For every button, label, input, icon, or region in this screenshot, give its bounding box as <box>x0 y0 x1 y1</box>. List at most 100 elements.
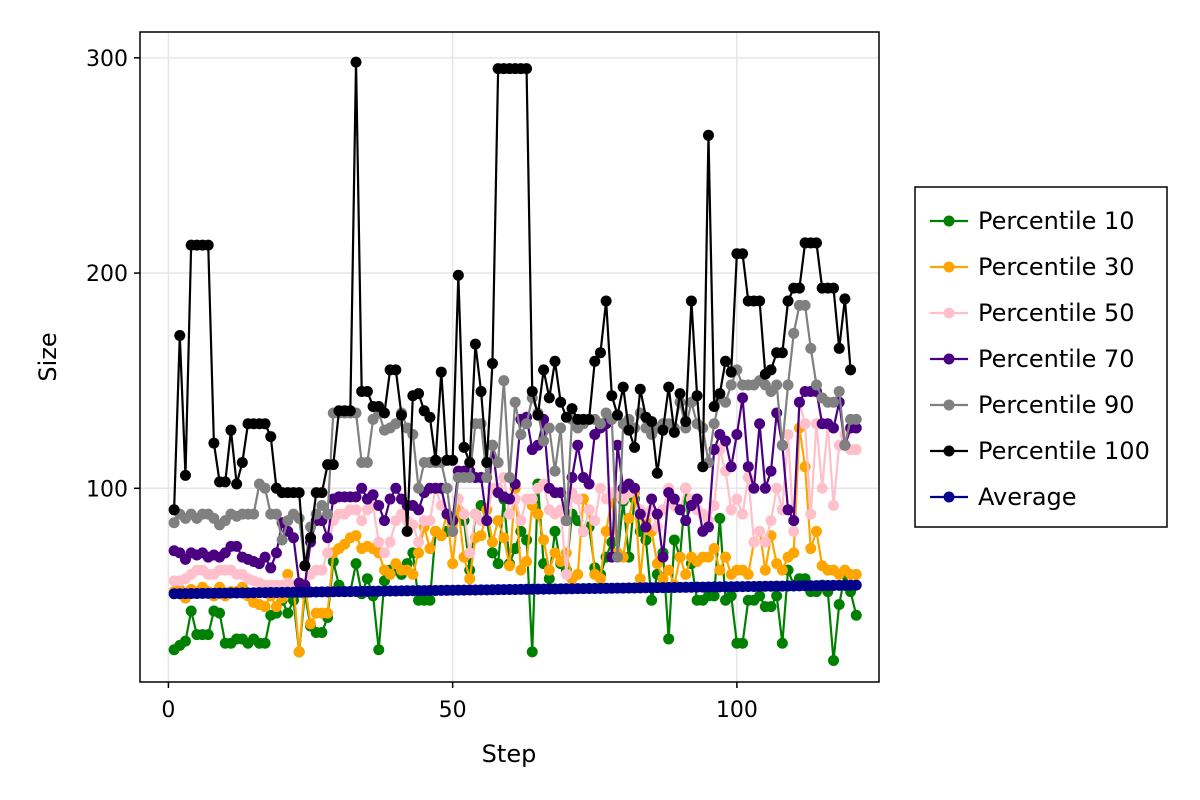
legend: Percentile 10 Percentile 30 Percentile 50 P… <box>914 186 1168 528</box>
data-point-percentile-50 <box>651 521 663 533</box>
data-point-percentile-50 <box>526 493 538 505</box>
data-point-percentile-90 <box>549 465 561 477</box>
data-point-percentile-70 <box>629 482 641 494</box>
data-point-percentile-100 <box>697 461 709 473</box>
data-point-percentile-30 <box>805 543 817 555</box>
data-point-percentile-100 <box>793 282 805 294</box>
data-point-percentile-100 <box>401 525 413 537</box>
data-point-percentile-10 <box>543 573 555 585</box>
data-point-percentile-50 <box>754 525 766 537</box>
data-point-percentile-100 <box>680 416 692 428</box>
data-point-percentile-100 <box>447 454 459 466</box>
data-point-percentile-90 <box>316 500 328 512</box>
data-point-percentile-30 <box>572 568 584 580</box>
data-point-percentile-30 <box>475 530 487 542</box>
data-point-percentile-70 <box>668 493 680 505</box>
data-point-percentile-100 <box>651 467 663 479</box>
legend-label-percentile-50: Percentile 50 <box>978 299 1135 327</box>
data-point-percentile-10 <box>316 627 328 638</box>
data-point-percentile-90 <box>708 418 720 430</box>
data-point-percentile-70 <box>850 422 862 434</box>
data-point-percentile-90 <box>276 534 288 546</box>
data-point-percentile-100 <box>458 441 470 453</box>
data-point-percentile-90 <box>776 439 788 451</box>
data-point-percentile-30 <box>492 515 504 527</box>
data-point-percentile-100 <box>305 532 317 544</box>
data-point-percentile-100 <box>782 295 794 307</box>
data-point-percentile-10 <box>668 534 680 546</box>
data-point-percentile-100 <box>839 293 851 305</box>
data-point-percentile-70 <box>828 422 840 434</box>
data-point-percentile-70 <box>793 396 805 408</box>
legend-marker-percentile-90 <box>943 399 955 411</box>
data-point-percentile-70 <box>612 439 624 451</box>
data-point-percentile-10 <box>526 646 538 658</box>
data-point-percentile-100 <box>543 392 555 404</box>
data-point-percentile-50 <box>378 547 390 559</box>
data-point-percentile-100 <box>538 364 550 376</box>
data-point-percentile-70 <box>634 508 646 520</box>
series-average <box>168 579 862 600</box>
data-point-percentile-50 <box>589 515 601 527</box>
legend-label-percentile-70: Percentile 70 <box>978 345 1135 373</box>
data-point-percentile-50 <box>424 515 436 527</box>
data-point-percentile-10 <box>521 534 533 546</box>
data-point-percentile-50 <box>560 568 572 580</box>
data-point-percentile-50 <box>464 547 476 559</box>
data-point-percentile-100 <box>589 355 601 367</box>
data-point-percentile-10 <box>350 558 362 570</box>
data-point-percentile-70 <box>373 500 385 512</box>
data-point-percentile-50 <box>737 508 749 520</box>
data-point-percentile-90 <box>270 508 282 520</box>
data-point-percentile-50 <box>748 536 760 548</box>
data-point-percentile-100 <box>464 456 476 468</box>
data-point-percentile-100 <box>629 441 641 453</box>
data-point-percentile-70 <box>265 562 277 574</box>
data-point-percentile-50 <box>805 508 817 520</box>
y-tick-label: 200 <box>86 262 128 287</box>
data-point-percentile-70 <box>583 478 595 490</box>
data-point-percentile-90 <box>788 327 800 339</box>
data-point-percentile-30 <box>560 547 572 559</box>
data-point-percentile-100 <box>390 364 402 376</box>
data-point-percentile-100 <box>566 403 578 415</box>
data-point-percentile-100 <box>720 355 732 367</box>
data-point-percentile-10 <box>185 605 197 617</box>
data-point-percentile-10 <box>850 609 862 621</box>
data-point-percentile-30 <box>600 525 612 537</box>
data-point-percentile-30 <box>350 530 362 542</box>
data-point-percentile-70 <box>356 482 368 494</box>
data-point-percentile-100 <box>606 390 618 402</box>
data-point-percentile-100 <box>691 390 703 402</box>
data-point-percentile-30 <box>663 564 675 576</box>
legend-label-average: Average <box>978 483 1077 511</box>
data-point-percentile-30 <box>850 568 862 580</box>
data-point-percentile-90 <box>543 422 555 434</box>
data-point-percentile-50 <box>725 504 737 516</box>
data-point-percentile-30 <box>407 568 419 580</box>
data-point-percentile-50 <box>373 536 385 548</box>
data-point-percentile-100 <box>361 385 373 397</box>
data-point-percentile-100 <box>754 295 766 307</box>
data-point-percentile-50 <box>771 482 783 494</box>
data-point-percentile-100 <box>617 381 629 393</box>
data-point-percentile-70 <box>322 532 334 544</box>
y-axis-title: Size <box>34 332 62 381</box>
data-point-percentile-100 <box>259 418 271 430</box>
data-point-percentile-100 <box>555 396 567 408</box>
data-point-percentile-70 <box>378 515 390 527</box>
data-point-percentile-100 <box>344 405 356 417</box>
data-point-percentile-30 <box>623 512 635 524</box>
data-point-percentile-50 <box>799 418 811 430</box>
data-point-percentile-100 <box>413 388 425 400</box>
data-point-percentile-30 <box>282 568 294 580</box>
data-point-percentile-10 <box>754 590 766 602</box>
data-point-percentile-50 <box>594 482 606 494</box>
data-point-percentile-90 <box>782 379 794 391</box>
data-point-percentile-10 <box>361 573 373 585</box>
data-point-percentile-100 <box>668 426 680 438</box>
data-point-percentile-30 <box>788 547 800 559</box>
data-point-percentile-50 <box>708 500 720 512</box>
data-point-percentile-30 <box>521 555 533 567</box>
data-point-percentile-50 <box>458 508 470 520</box>
